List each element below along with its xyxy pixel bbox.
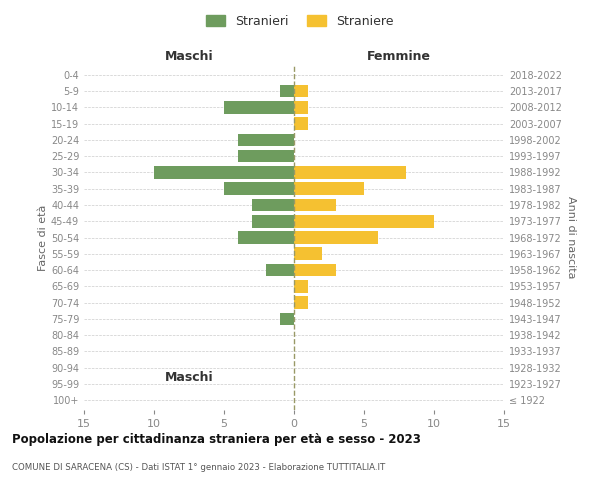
- Bar: [294, 101, 308, 114]
- Bar: [238, 231, 294, 244]
- Bar: [224, 101, 294, 114]
- Bar: [294, 166, 406, 179]
- Bar: [294, 296, 308, 309]
- Bar: [294, 117, 308, 130]
- Bar: [294, 84, 308, 98]
- Text: COMUNE DI SARACENA (CS) - Dati ISTAT 1° gennaio 2023 - Elaborazione TUTTITALIA.I: COMUNE DI SARACENA (CS) - Dati ISTAT 1° …: [12, 463, 385, 472]
- Y-axis label: Fasce di età: Fasce di età: [38, 204, 48, 270]
- Bar: [280, 84, 294, 98]
- Bar: [154, 166, 294, 179]
- Bar: [294, 215, 434, 228]
- Bar: [294, 264, 336, 276]
- Bar: [266, 264, 294, 276]
- Bar: [252, 215, 294, 228]
- Bar: [294, 280, 308, 292]
- Legend: Stranieri, Straniere: Stranieri, Straniere: [203, 11, 397, 32]
- Text: Maschi: Maschi: [164, 50, 214, 62]
- Bar: [252, 198, 294, 211]
- Bar: [280, 312, 294, 325]
- Text: Maschi: Maschi: [164, 371, 214, 384]
- Bar: [294, 231, 378, 244]
- Bar: [238, 134, 294, 146]
- Y-axis label: Anni di nascita: Anni di nascita: [566, 196, 576, 279]
- Bar: [294, 198, 336, 211]
- Text: Femmine: Femmine: [367, 50, 431, 62]
- Bar: [224, 182, 294, 195]
- Bar: [294, 248, 322, 260]
- Bar: [294, 182, 364, 195]
- Bar: [238, 150, 294, 162]
- Text: Popolazione per cittadinanza straniera per età e sesso - 2023: Popolazione per cittadinanza straniera p…: [12, 432, 421, 446]
